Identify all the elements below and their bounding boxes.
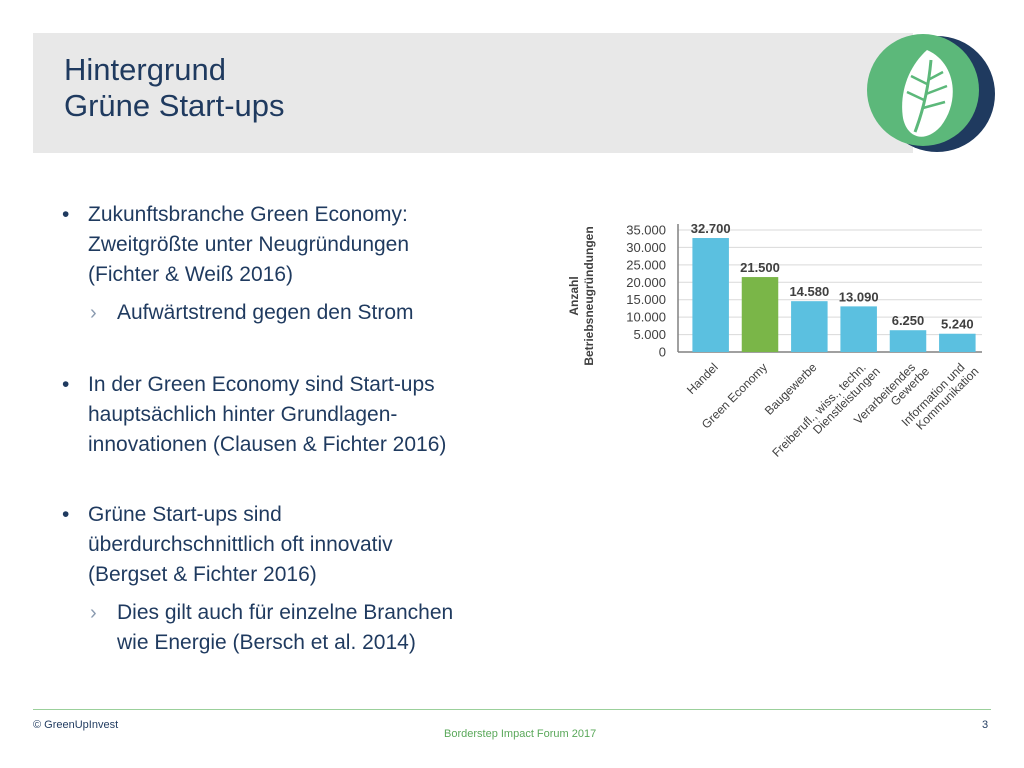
bullet-2-line-2: hauptsächlich hinter Grundlagen- <box>88 403 398 426</box>
bullet-1: • Zukunftsbranche Green Economy: Zweitgr… <box>60 200 530 290</box>
footer-divider <box>33 709 991 710</box>
footer-copyright: © GreenUpInvest <box>33 719 119 731</box>
page-number: 3 <box>982 719 989 731</box>
bullet-2: • In der Green Economy sind Start-ups ha… <box>60 370 530 460</box>
bar <box>889 330 927 352</box>
data-label: 13.090 <box>839 289 879 304</box>
bar-chart: Anzahl Betriebsneugründungen 0 5.000 10.000 1… <box>567 221 982 460</box>
y-tick-label: 5.000 <box>633 327 666 342</box>
sub-bullet-2-line-2: wie Energie (Bersch et al. 2014) <box>117 631 416 654</box>
title-line-1: Hintergrund <box>64 52 226 87</box>
bullet-1-line-3: (Fichter & Weiß 2016) <box>88 263 294 286</box>
sub-bullet-2-line-1: Dies gilt auch für einzelne Branchen <box>117 601 454 624</box>
y-tick-label: 30.000 <box>626 240 666 255</box>
sub-bullet-2: › Dies gilt auch für einzelne Branchen w… <box>60 598 530 658</box>
data-label: 32.700 <box>691 221 731 236</box>
bullet-1-line-1: Zukunftsbranche Green Economy: <box>88 203 408 226</box>
bullet-3-line-3: (Bergset & Fichter 2016) <box>88 563 317 586</box>
bar <box>840 306 877 352</box>
y-tick-label: 20.000 <box>626 275 666 290</box>
y-tick-label: 35.000 <box>626 223 666 238</box>
bullet-2-line-1: In der Green Economy sind Start-ups <box>88 373 435 396</box>
bullet-2-line-3: innovationen (Clausen & Fichter 2016) <box>88 433 447 456</box>
sub-bullet-glyph: › <box>90 602 97 624</box>
data-label: 5.240 <box>941 317 974 332</box>
bullet-1-line-2: Zweitgrößte unter Neugründungen <box>88 233 410 256</box>
data-label: 6.250 <box>892 313 925 328</box>
x-tick-label: Freiberufl., wiss., techn. <box>769 360 869 460</box>
sub-bullet-1-text: Aufwärtstrend gegen den Strom <box>117 301 414 324</box>
bullet-glyph: • <box>62 373 70 396</box>
bullet-list: • Zukunftsbranche Green Economy: Zweitgr… <box>60 200 530 658</box>
data-label: 21.500 <box>740 260 780 275</box>
y-axis-title-line-1: Anzahl <box>567 276 581 315</box>
y-tick-label: 15.000 <box>626 292 666 307</box>
bar <box>741 277 779 352</box>
slide-title: Hintergrund Grüne Start-ups <box>64 52 285 124</box>
x-tick-label: Handel <box>684 360 721 397</box>
bar <box>692 238 729 352</box>
bar <box>791 301 828 352</box>
bullet-3-line-2: überdurchschnittlich oft innovativ <box>88 533 393 556</box>
leaf-logo-icon <box>867 34 995 152</box>
title-band <box>33 33 913 153</box>
bullet-3-line-1: Grüne Start-ups sind <box>88 503 282 526</box>
footer-event: Borderstep Impact Forum 2017 <box>444 728 597 740</box>
sub-bullet-1: › Aufwärtstrend gegen den Strom <box>60 298 530 328</box>
y-axis-title-line-2: Betriebsneugründungen <box>582 226 596 365</box>
logo-leaf-vein <box>913 59 933 133</box>
data-label: 14.580 <box>789 284 829 299</box>
title-line-2: Grüne Start-ups <box>64 88 285 123</box>
y-tick-label: 0 <box>659 345 666 360</box>
y-tick-label: 25.000 <box>626 257 666 272</box>
bar <box>939 333 976 352</box>
bullet-3: • Grüne Start-ups sind überdurchschnittl… <box>60 500 530 590</box>
sub-bullet-glyph: › <box>90 302 97 324</box>
y-tick-label: 10.000 <box>626 310 666 325</box>
bullet-glyph: • <box>62 203 70 226</box>
bullet-glyph: • <box>62 503 70 526</box>
